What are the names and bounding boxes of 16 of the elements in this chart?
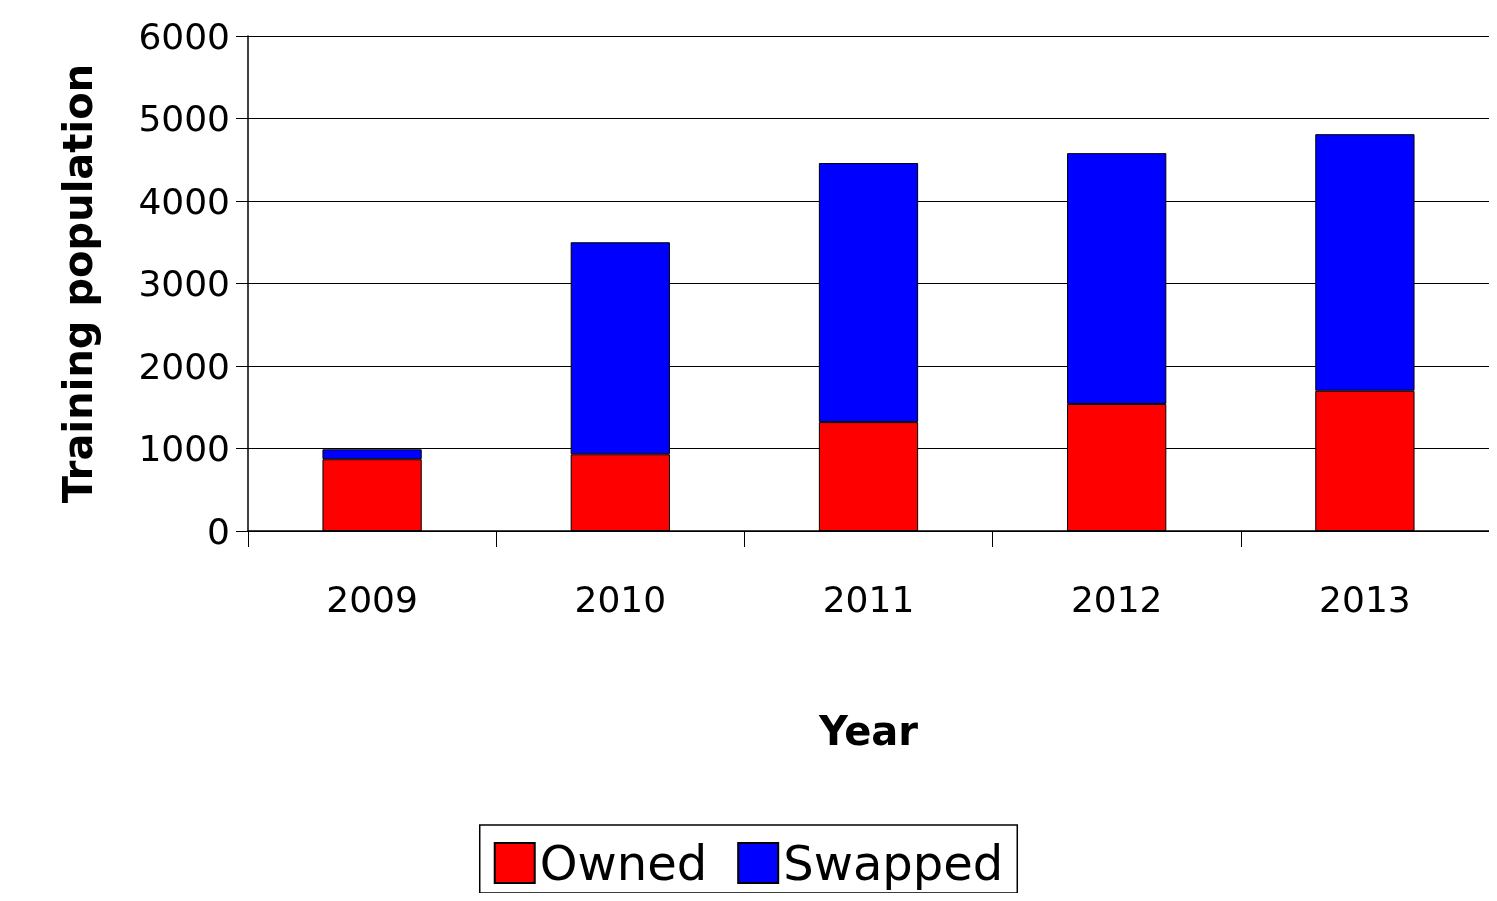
x-tick-label: 2009 [326,578,418,620]
x-tick-label: 2011 [822,578,915,620]
x-axis-title: Year [817,708,919,754]
x-tick-label: 2010 [574,578,667,620]
y-tick-label: 1000 [138,428,230,469]
y-tick-label: 4000 [138,180,230,222]
legend-label: Swapped [783,835,1004,891]
y-axis-title: Training population [55,63,101,504]
y-tick-label: 3000 [138,263,230,304]
y-tick-label: 0 [207,510,230,552]
y-tick-label: 5000 [138,98,230,139]
x-tick-label: 2013 [1319,578,1411,620]
y-tick-label: 2000 [138,345,230,387]
y-tick-label: 6000 [138,15,230,57]
legend-label: Owned [539,835,708,891]
x-tick-label: 2012 [1070,578,1163,620]
